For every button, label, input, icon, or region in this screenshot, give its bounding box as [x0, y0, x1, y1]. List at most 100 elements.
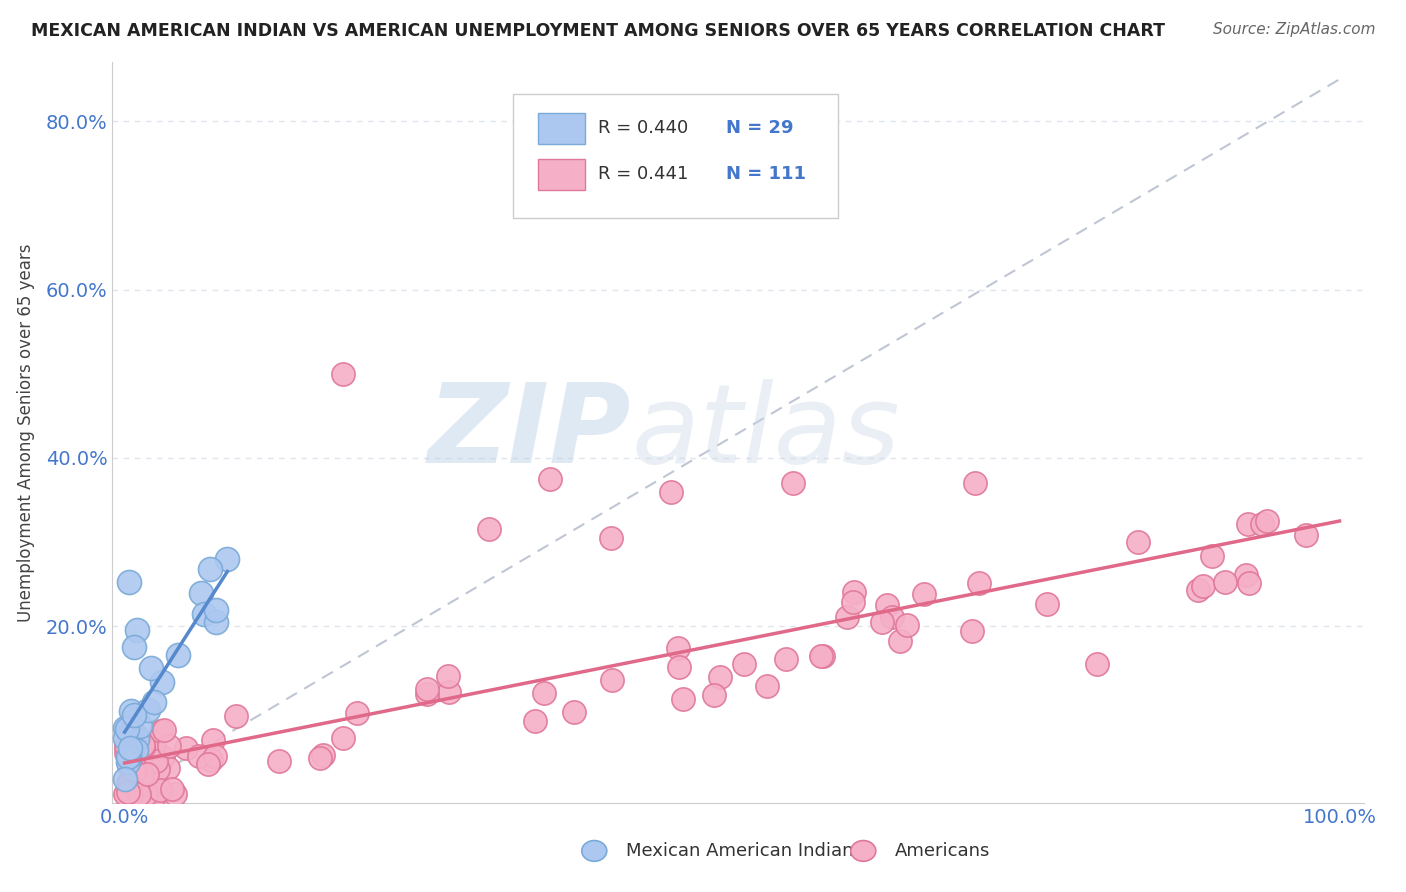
Ellipse shape	[582, 840, 607, 862]
Point	[225, 709, 247, 723]
Point	[136, 703, 159, 717]
Point	[118, 575, 141, 590]
Point	[115, 740, 138, 755]
Ellipse shape	[851, 840, 876, 862]
Point	[659, 484, 682, 499]
FancyBboxPatch shape	[538, 112, 585, 144]
Text: Source: ZipAtlas.com: Source: ZipAtlas.com	[1212, 22, 1375, 37]
Point	[142, 695, 165, 709]
Point	[118, 777, 141, 791]
Point	[125, 624, 148, 638]
Point	[1187, 583, 1209, 598]
Point	[121, 770, 143, 784]
Point	[308, 751, 330, 765]
Point	[533, 686, 555, 700]
Point	[120, 775, 142, 789]
Point	[437, 669, 460, 683]
Point	[152, 750, 174, 764]
Point	[1192, 579, 1215, 593]
Point	[1201, 549, 1223, 563]
Point	[733, 657, 755, 671]
Point	[120, 788, 142, 802]
Point	[889, 634, 911, 648]
Point	[963, 476, 986, 491]
Point	[118, 748, 141, 763]
Text: N = 29: N = 29	[725, 120, 793, 137]
Point	[128, 788, 150, 802]
Point	[157, 760, 180, 774]
Text: ZIP: ZIP	[429, 379, 631, 486]
Point	[115, 746, 138, 760]
Point	[709, 670, 731, 684]
Point	[115, 788, 138, 802]
Point	[146, 762, 169, 776]
Point	[204, 615, 226, 629]
Point	[269, 754, 291, 768]
Point	[174, 740, 197, 755]
Point	[128, 764, 150, 778]
Point	[1237, 516, 1260, 531]
Point	[668, 660, 690, 674]
Point	[478, 522, 501, 536]
Point	[118, 759, 141, 773]
Text: R = 0.441: R = 0.441	[598, 165, 689, 183]
Point	[756, 679, 779, 693]
Point	[200, 753, 222, 767]
Point	[157, 739, 180, 753]
Point	[197, 756, 219, 771]
Point	[775, 652, 797, 666]
Point	[896, 618, 918, 632]
Point	[124, 640, 146, 655]
Point	[131, 740, 153, 755]
FancyBboxPatch shape	[513, 94, 838, 218]
Point	[117, 785, 139, 799]
Point	[1234, 567, 1257, 582]
Point	[880, 609, 903, 624]
Point	[132, 758, 155, 772]
Point	[136, 743, 159, 757]
Point	[332, 367, 354, 381]
Point	[346, 706, 368, 720]
Point	[914, 587, 936, 601]
Text: Americans: Americans	[894, 842, 990, 860]
Point	[149, 723, 172, 738]
Point	[145, 754, 167, 768]
Point	[117, 776, 139, 790]
Point	[842, 585, 865, 599]
Text: N = 111: N = 111	[725, 165, 806, 183]
Point	[149, 783, 172, 797]
Point	[188, 748, 211, 763]
Point	[842, 595, 865, 609]
Point	[125, 743, 148, 757]
Point	[876, 598, 898, 612]
Point	[523, 714, 546, 728]
Point	[127, 754, 149, 768]
Point	[136, 788, 159, 802]
Point	[190, 586, 212, 600]
Point	[120, 788, 142, 802]
Point	[120, 704, 142, 718]
Point	[870, 615, 893, 630]
Point	[1085, 657, 1108, 671]
Point	[121, 742, 143, 756]
Point	[416, 681, 439, 696]
Point	[1237, 576, 1260, 591]
Point	[124, 788, 146, 802]
Point	[139, 661, 162, 675]
Point	[198, 562, 221, 576]
Point	[811, 648, 834, 663]
Point	[122, 727, 145, 741]
Point	[1295, 528, 1317, 542]
Point	[135, 788, 157, 802]
Y-axis label: Unemployment Among Seniors over 65 years: Unemployment Among Seniors over 65 years	[17, 244, 35, 622]
Point	[129, 778, 152, 792]
Point	[120, 741, 142, 756]
Point	[599, 531, 621, 545]
Point	[129, 754, 152, 768]
Point	[145, 788, 167, 802]
Text: R = 0.440: R = 0.440	[598, 120, 689, 137]
Point	[117, 749, 139, 764]
Point	[125, 729, 148, 743]
Point	[204, 749, 226, 764]
Point	[672, 692, 695, 706]
